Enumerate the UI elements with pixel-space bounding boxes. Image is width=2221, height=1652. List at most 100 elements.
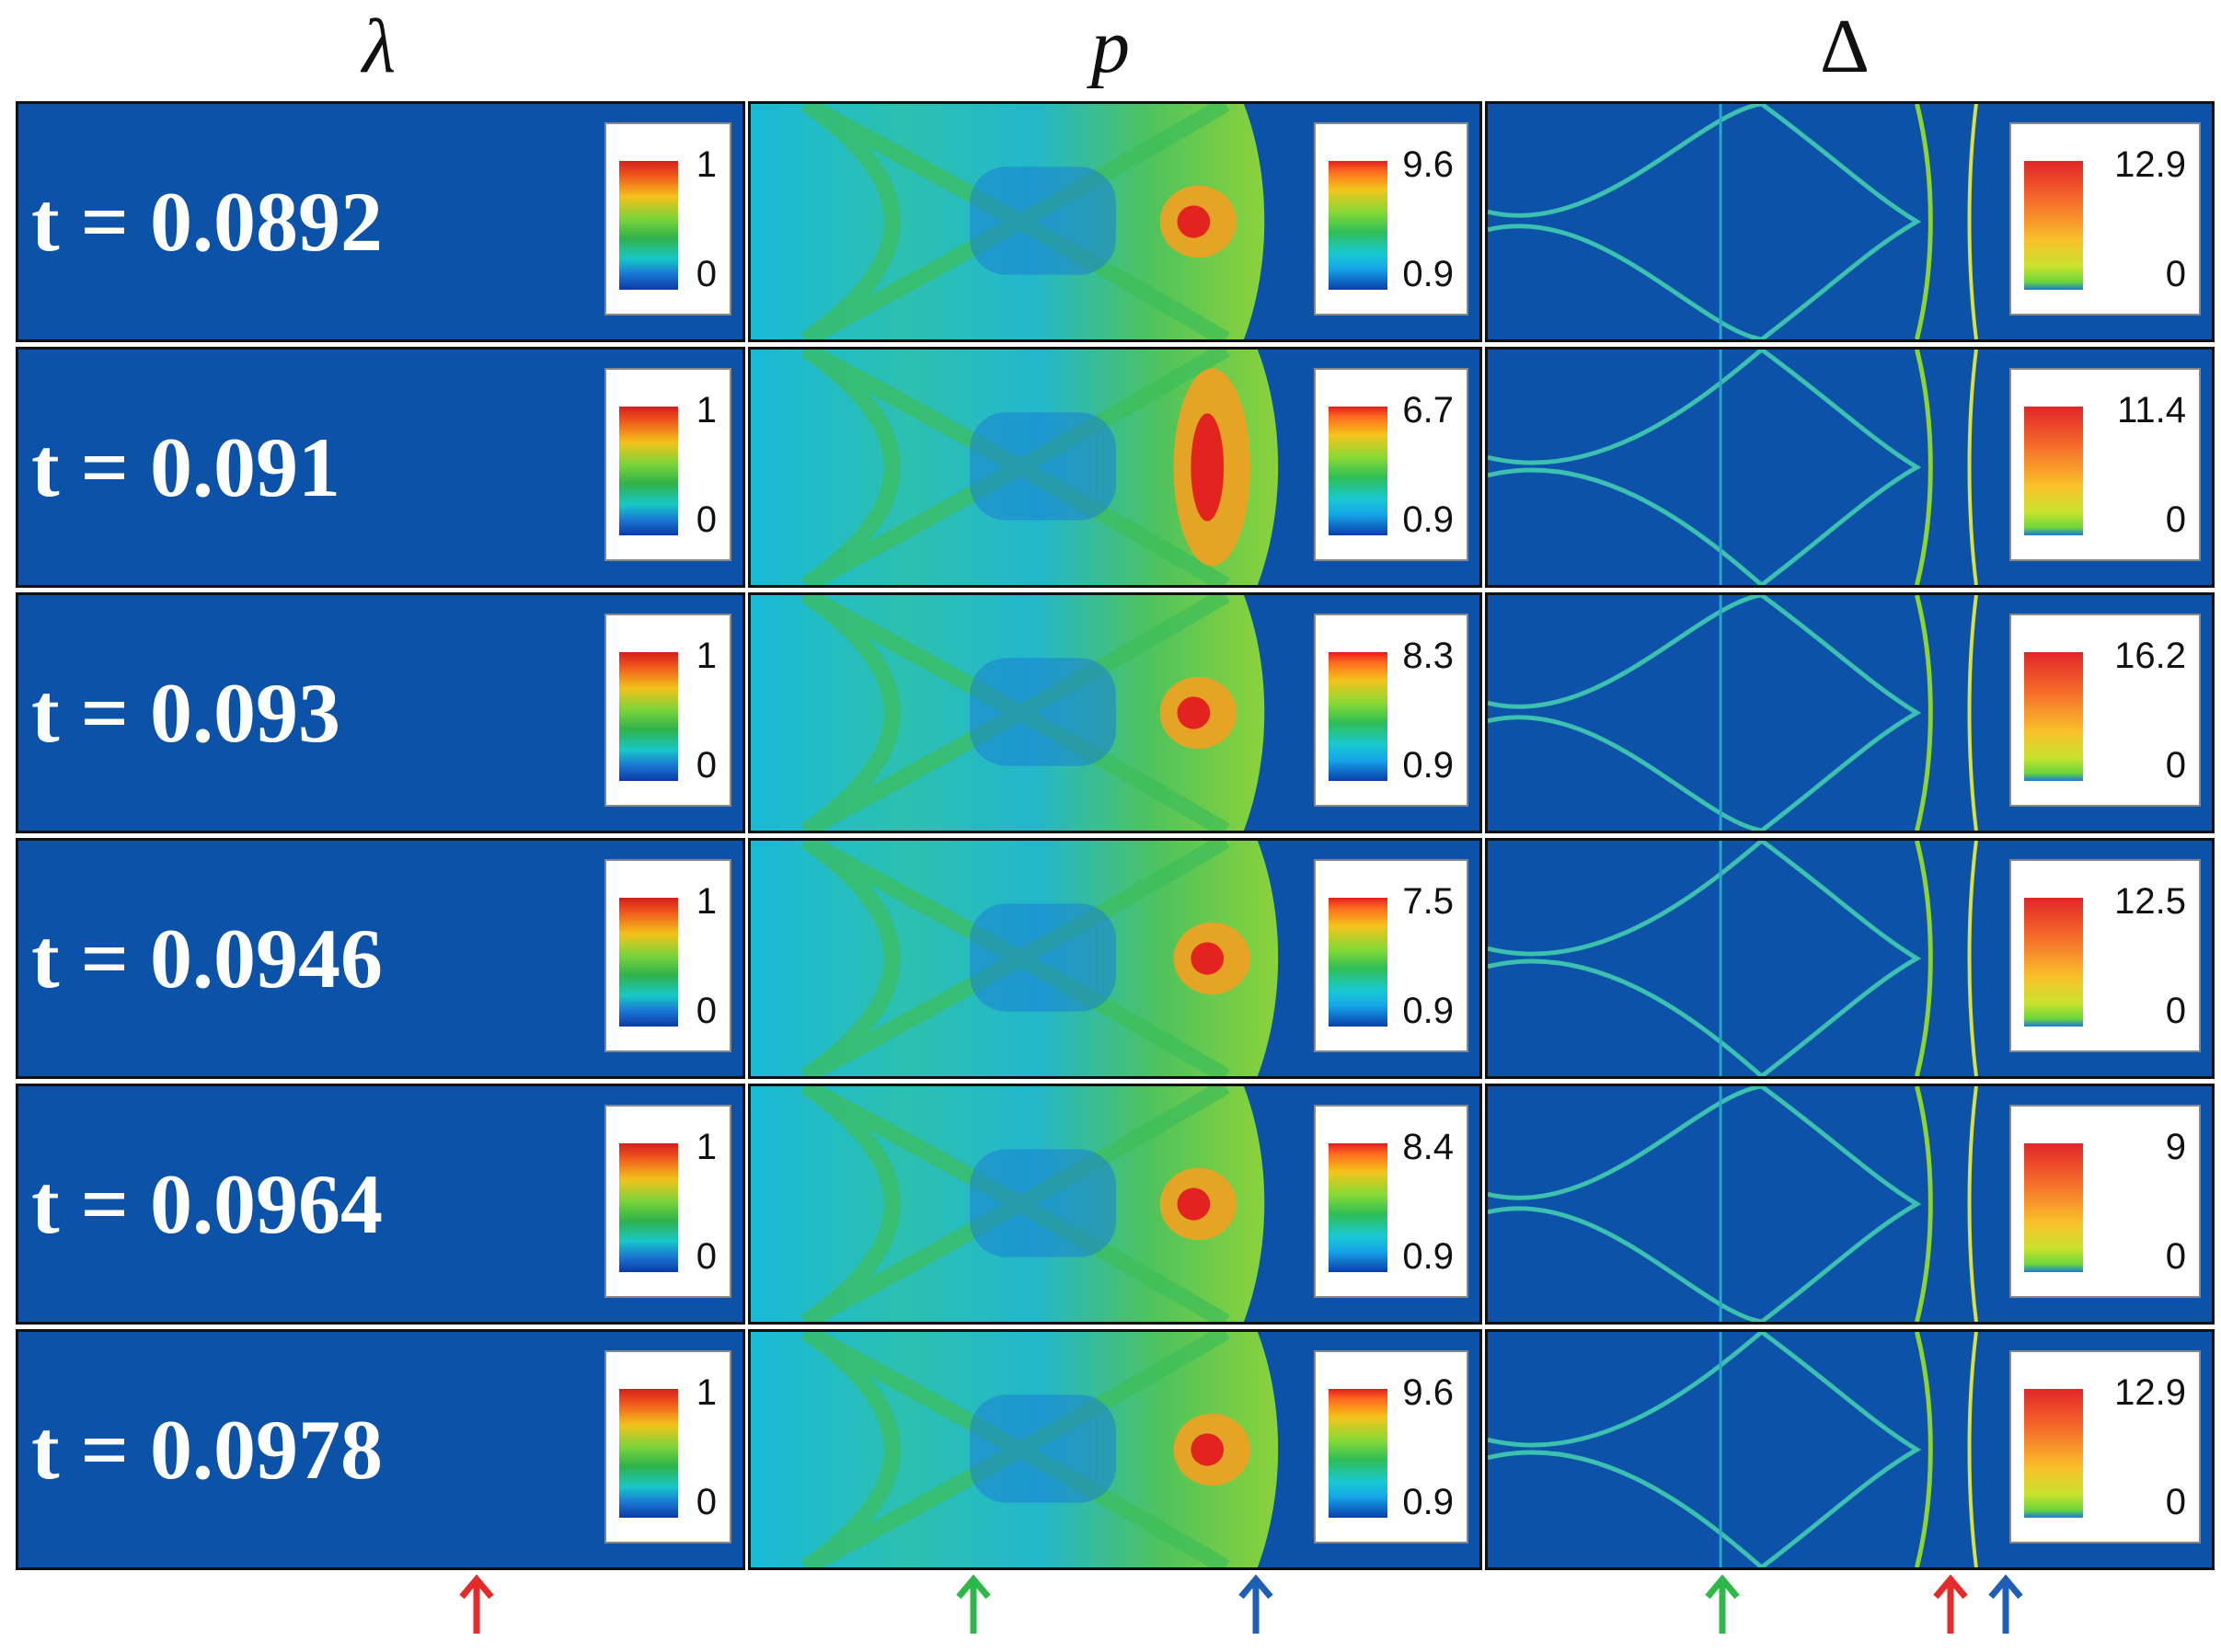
delta-panel-row-3: 16.2 0 xyxy=(1485,592,2215,833)
colorbar-max-label: 9 xyxy=(2165,1127,2186,1167)
colorbar-gradient xyxy=(619,652,678,781)
lambda-panel-row-3: t = 0.093 1 0 xyxy=(16,592,745,833)
colorbar-min-label: 0 xyxy=(696,499,717,540)
delta-blue-arrow xyxy=(1987,1574,2024,1635)
delta-colorbar-legend: 12.9 0 xyxy=(2009,1350,2201,1543)
delta-colorbar-legend: 12.5 0 xyxy=(2009,859,2201,1052)
time-label: t = 0.091 xyxy=(31,420,341,514)
colorbar-min-label: 0.9 xyxy=(1402,1482,1454,1522)
delta-panel-row-4: 12.5 0 xyxy=(1485,838,2215,1079)
colorbar-min-label: 0 xyxy=(696,1482,717,1522)
delta-panel-row-2: 11.4 0 xyxy=(1485,347,2215,588)
lambda-panel-row-5: t = 0.0964 1 0 xyxy=(16,1084,745,1325)
delta-colorbar-legend: 11.4 0 xyxy=(2009,368,2201,561)
colorbar-min-label: 0.9 xyxy=(1402,991,1454,1031)
p-colorbar-legend: 8.3 0.9 xyxy=(1314,614,1468,807)
column-header-delta: Δ xyxy=(1819,3,1870,89)
colorbar-gradient xyxy=(619,161,678,290)
p-colorbar-legend: 6.7 0.9 xyxy=(1314,368,1468,561)
arrow-up-icon xyxy=(956,1574,991,1634)
colorbar-max-label: 1 xyxy=(696,390,717,430)
colorbar-max-label: 12.5 xyxy=(2114,881,2186,922)
delta-panel-row-1: 12.9 0 xyxy=(1485,101,2215,342)
colorbar-min-label: 0 xyxy=(2165,991,2186,1031)
colorbar-max-label: 6.7 xyxy=(1402,390,1454,430)
colorbar-min-label: 0 xyxy=(2165,1236,2186,1277)
colorbar-max-label: 8.4 xyxy=(1402,1127,1454,1167)
p-panel-row-5: 8.4 0.9 xyxy=(748,1084,1482,1325)
colorbar-gradient xyxy=(1329,407,1387,535)
colorbar-gradient xyxy=(2024,652,2083,781)
colorbar-gradient xyxy=(2024,1143,2083,1272)
colorbar-max-label: 8.3 xyxy=(1402,636,1454,676)
lambda-panel-row-1: t = 0.0892 1 0 xyxy=(16,101,745,342)
colorbar-max-label: 16.2 xyxy=(2114,636,2186,676)
p-colorbar-legend: 7.5 0.9 xyxy=(1314,859,1468,1052)
time-label: t = 0.0946 xyxy=(31,912,384,1005)
delta-green-arrow xyxy=(1704,1574,1741,1635)
colorbar-min-label: 0 xyxy=(696,745,717,786)
time-label: t = 0.0964 xyxy=(31,1157,384,1251)
colorbar-min-label: 0.9 xyxy=(1402,1236,1454,1277)
colorbar-gradient xyxy=(619,898,678,1027)
colorbar-gradient xyxy=(1329,1389,1387,1518)
column-header-lambda: λ xyxy=(362,3,397,89)
colorbar-gradient xyxy=(1329,652,1387,781)
colorbar-min-label: 0 xyxy=(696,1236,717,1277)
colorbar-gradient xyxy=(2024,161,2083,290)
colorbar-gradient xyxy=(1329,161,1387,290)
delta-colorbar-legend: 16.2 0 xyxy=(2009,614,2201,807)
colorbar-min-label: 0 xyxy=(2165,254,2186,294)
p-panel-row-2: 6.7 0.9 xyxy=(748,347,1482,588)
colorbar-min-label: 0.9 xyxy=(1402,254,1454,294)
colorbar-max-label: 12.9 xyxy=(2114,144,2186,185)
p-colorbar-legend: 9.6 0.9 xyxy=(1314,1350,1468,1543)
colorbar-gradient xyxy=(1329,1143,1387,1272)
colorbar-max-label: 1 xyxy=(696,881,717,922)
p-blue-arrow xyxy=(1237,1574,1274,1635)
colorbar-max-label: 12.9 xyxy=(2114,1372,2186,1413)
colorbar-max-label: 7.5 xyxy=(1402,881,1454,922)
arrow-up-icon xyxy=(459,1574,494,1634)
colorbar-min-label: 0 xyxy=(2165,745,2186,786)
lambda-panel-row-4: t = 0.0946 1 0 xyxy=(16,838,745,1079)
arrow-up-icon xyxy=(1238,1574,1273,1634)
colorbar-gradient xyxy=(2024,898,2083,1027)
delta-red-arrow xyxy=(1932,1574,1969,1635)
arrow-up-icon xyxy=(1705,1574,1740,1634)
column-header-p: p xyxy=(1091,3,1130,89)
p-panel-row-3: 8.3 0.9 xyxy=(748,592,1482,833)
colorbar-gradient xyxy=(1329,898,1387,1027)
time-label: t = 0.0978 xyxy=(31,1403,384,1497)
p-green-arrow xyxy=(955,1574,992,1635)
arrow-up-icon xyxy=(1988,1574,2023,1634)
colorbar-max-label: 1 xyxy=(696,1372,717,1413)
p-colorbar-legend: 9.6 0.9 xyxy=(1314,122,1468,315)
p-panel-row-4: 7.5 0.9 xyxy=(748,838,1482,1079)
colorbar-min-label: 0 xyxy=(696,254,717,294)
lambda-red-arrow xyxy=(458,1574,495,1635)
colorbar-min-label: 0.9 xyxy=(1402,499,1454,540)
colorbar-gradient xyxy=(619,1143,678,1272)
colorbar-min-label: 0.9 xyxy=(1402,745,1454,786)
colorbar-max-label: 1 xyxy=(696,144,717,185)
colorbar-max-label: 1 xyxy=(696,636,717,676)
p-panel-row-6: 9.6 0.9 xyxy=(748,1329,1482,1570)
delta-panel-row-6: 12.9 0 xyxy=(1485,1329,2215,1570)
colorbar-max-label: 9.6 xyxy=(1402,144,1454,185)
time-label: t = 0.093 xyxy=(31,666,341,760)
colorbar-gradient xyxy=(2024,407,2083,535)
arrow-up-icon xyxy=(1933,1574,1968,1634)
colorbar-max-label: 11.4 xyxy=(2117,390,2186,430)
colorbar-min-label: 0 xyxy=(2165,499,2186,540)
time-label: t = 0.0892 xyxy=(31,175,384,269)
colorbar-max-label: 1 xyxy=(696,1127,717,1167)
lambda-panel-row-2: t = 0.091 1 0 xyxy=(16,347,745,588)
